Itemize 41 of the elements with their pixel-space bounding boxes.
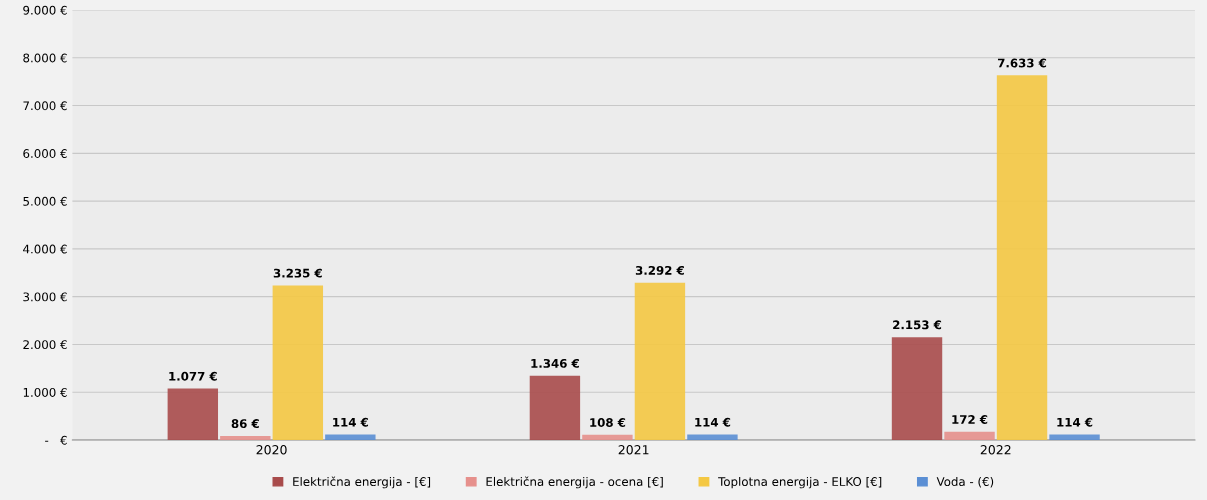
data-label: 114 €: [333, 417, 369, 427]
data-label: 7.633 €: [997, 58, 1047, 68]
bar: [529, 375, 581, 440]
data-label: 86 €: [231, 419, 259, 429]
legend-label: Električna energija - [€]: [293, 476, 431, 489]
data-label: 2.153 €: [893, 320, 942, 330]
bar: [167, 388, 219, 440]
bar: [220, 435, 271, 440]
y-tick-label: 8.000 €: [23, 53, 67, 63]
data-label: 3.235 €: [273, 268, 322, 278]
y-tick-label: - €: [45, 435, 67, 445]
bar: [687, 434, 738, 440]
bar: [944, 431, 995, 440]
bar: [891, 337, 943, 440]
data-label: 1.077 €: [169, 371, 217, 381]
y-tick-label: 9.000 €: [23, 5, 67, 15]
data-label: 114 €: [1057, 417, 1093, 427]
bar: [634, 282, 686, 440]
bar: [582, 434, 633, 440]
y-tick-label: 4.000 €: [23, 244, 67, 254]
data-label: 1.346 €: [531, 358, 579, 368]
legend-label: Električna energija - ocena [€]: [486, 476, 663, 489]
data-label: 114 €: [695, 417, 731, 427]
bar: [272, 285, 324, 440]
y-tick-label: 6.000 €: [23, 149, 67, 158]
x-tick-label: 2022: [980, 445, 1011, 455]
data-label: 3.292 €: [635, 265, 684, 275]
bar: [996, 75, 1048, 440]
y-tick-label: 5.000 €: [23, 196, 67, 206]
y-tick-label: 7.000 €: [23, 101, 67, 111]
data-label: 108 €: [590, 418, 626, 427]
data-label: 172 €: [952, 415, 988, 424]
x-tick-label: 2021: [618, 445, 649, 455]
x-tick-label: 2020: [256, 445, 287, 455]
y-tick-label: 1.000 €: [23, 387, 67, 397]
legend-label: Toplotna energija - ELKO [€]: [718, 476, 882, 489]
y-tick-label: 2.000 €: [23, 340, 67, 350]
y-tick-label: 3.000 €: [23, 292, 67, 302]
bar: [1049, 434, 1100, 440]
legend-label: Voda - (€): [936, 476, 994, 488]
bar: [325, 434, 376, 440]
